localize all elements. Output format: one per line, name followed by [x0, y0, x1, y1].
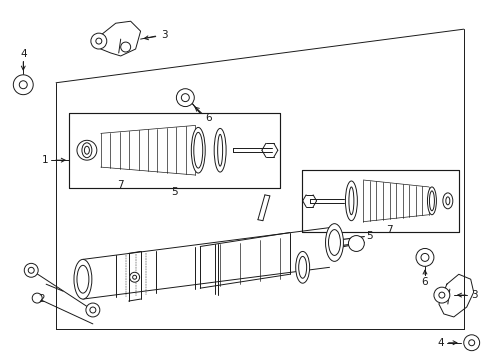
Ellipse shape: [427, 187, 435, 215]
Ellipse shape: [193, 132, 203, 168]
Ellipse shape: [328, 230, 340, 255]
Circle shape: [86, 303, 100, 317]
Circle shape: [132, 275, 136, 279]
Bar: [301, 170, 458, 231]
Ellipse shape: [428, 191, 433, 211]
Circle shape: [438, 292, 444, 298]
Bar: [69, 113, 279, 188]
Ellipse shape: [445, 197, 449, 205]
Circle shape: [28, 267, 34, 273]
Ellipse shape: [325, 224, 343, 261]
Ellipse shape: [442, 193, 452, 209]
Circle shape: [32, 293, 42, 303]
Ellipse shape: [77, 265, 89, 293]
Ellipse shape: [295, 251, 309, 283]
Text: 5: 5: [365, 230, 372, 240]
Circle shape: [463, 335, 479, 351]
Circle shape: [96, 38, 102, 44]
Circle shape: [13, 75, 33, 95]
Ellipse shape: [84, 146, 89, 154]
Ellipse shape: [191, 127, 205, 173]
Text: 6: 6: [421, 277, 427, 287]
Ellipse shape: [214, 129, 225, 172]
Circle shape: [415, 248, 433, 266]
Bar: [69, 113, 279, 188]
Bar: [301, 170, 458, 231]
Circle shape: [91, 33, 106, 49]
Text: 3: 3: [161, 30, 167, 40]
Text: 1: 1: [42, 155, 48, 165]
Ellipse shape: [74, 260, 92, 299]
Text: 4: 4: [20, 49, 26, 59]
Text: 3: 3: [470, 290, 477, 300]
Text: 5: 5: [171, 187, 177, 197]
Ellipse shape: [348, 187, 353, 215]
Text: 2: 2: [38, 294, 44, 304]
Text: 4: 4: [437, 338, 443, 348]
Ellipse shape: [345, 181, 357, 221]
Circle shape: [433, 287, 449, 303]
Ellipse shape: [217, 134, 222, 166]
Ellipse shape: [298, 256, 306, 278]
Ellipse shape: [82, 143, 92, 158]
Circle shape: [19, 81, 27, 89]
Circle shape: [90, 307, 96, 313]
Text: 7: 7: [117, 180, 124, 190]
Circle shape: [24, 264, 38, 277]
Text: 6: 6: [204, 113, 211, 123]
Circle shape: [420, 253, 428, 261]
Circle shape: [181, 94, 189, 102]
Circle shape: [468, 340, 474, 346]
Circle shape: [129, 272, 139, 282]
Circle shape: [77, 140, 97, 160]
Text: 7: 7: [385, 225, 392, 235]
Circle shape: [176, 89, 194, 107]
Circle shape: [347, 235, 364, 251]
Circle shape: [121, 42, 130, 52]
Circle shape: [83, 146, 91, 154]
